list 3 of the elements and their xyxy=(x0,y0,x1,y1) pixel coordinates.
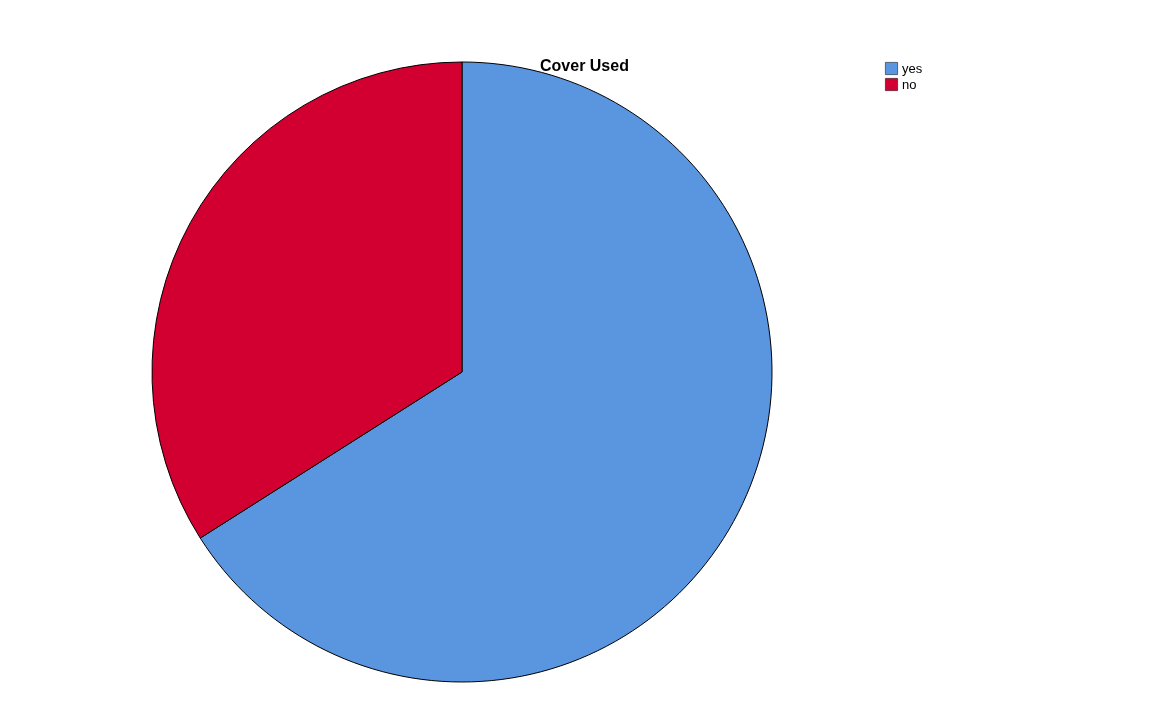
legend-label: yes xyxy=(902,60,923,76)
chart-title: Cover Used xyxy=(540,57,629,74)
legend-label: no xyxy=(902,76,917,92)
